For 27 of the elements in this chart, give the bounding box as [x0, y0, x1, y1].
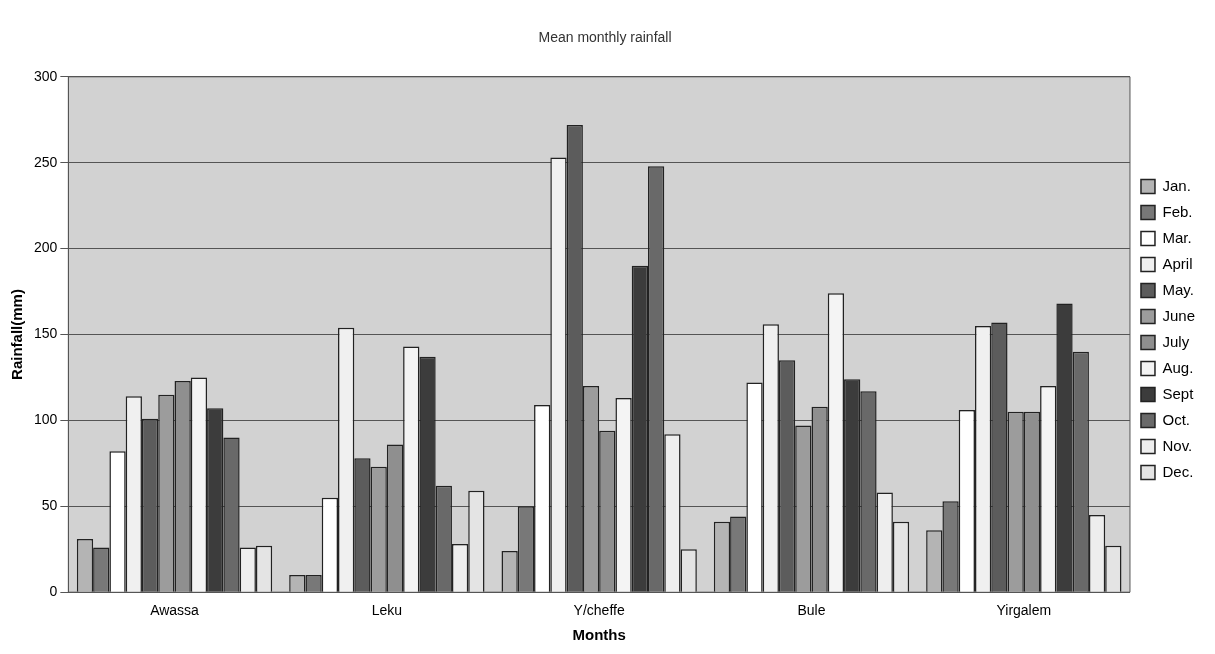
legend-label: Jan. [1162, 176, 1191, 194]
x-tick-label: Awassa [150, 602, 200, 619]
chart-title: Mean monthly rainfall [538, 29, 672, 46]
y-tick-label: 0 [49, 583, 58, 600]
x-tick-label: Leku [371, 602, 403, 619]
legend-label: Dec. [1162, 462, 1194, 480]
legend-label: Nov. [1162, 436, 1193, 454]
x-tick-label: Yirgalem [996, 602, 1052, 619]
legend-label: May. [1162, 280, 1194, 298]
legend-label: Feb. [1162, 202, 1193, 220]
legend-label: Oct. [1162, 410, 1190, 428]
y-tick-label: 50 [41, 497, 58, 514]
legend-label: June [1162, 306, 1195, 324]
legend-label: Mar. [1162, 228, 1192, 246]
x-tick-label: Bule [797, 602, 826, 619]
x-axis-title: Months [572, 626, 626, 644]
legend-label: April [1162, 254, 1193, 272]
legend-label: Aug. [1162, 358, 1194, 376]
y-tick-label: 100 [34, 411, 58, 428]
y-axis-title: Rainfall(mm) [8, 289, 26, 380]
legend-label: July [1162, 332, 1190, 350]
y-tick-label: 150 [34, 325, 58, 342]
y-tick-label: 200 [34, 239, 58, 256]
x-tick-label: Y/cheffe [573, 602, 625, 619]
y-tick-label: 250 [34, 153, 58, 170]
y-tick-label: 300 [34, 67, 58, 84]
legend-label: Sept [1162, 384, 1195, 402]
